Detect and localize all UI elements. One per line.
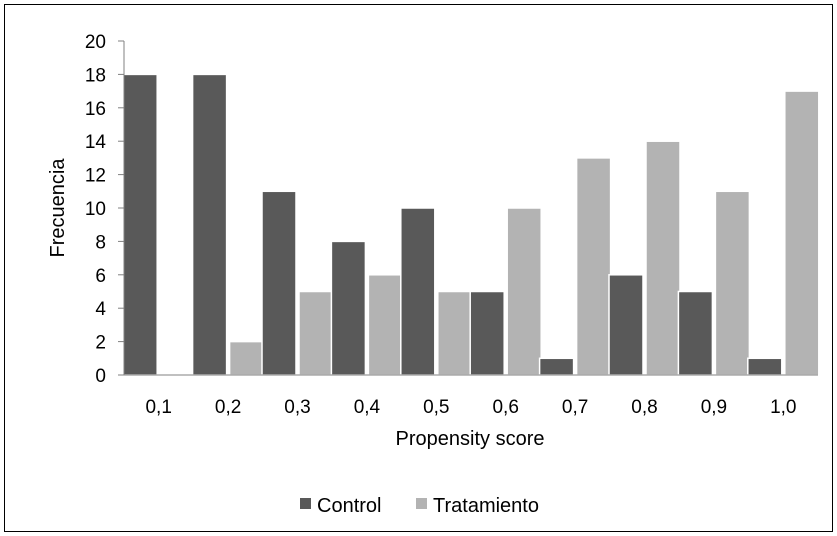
bar-tratamiento-3 (298, 290, 334, 376)
x-tick-label: 0,3 (284, 397, 310, 418)
legend-swatch-control (300, 498, 311, 509)
bar-control-7 (538, 357, 575, 376)
bar-tratamiento-6 (506, 207, 542, 376)
tick-labels-group: 0 2 4 6 8 10 12 14 16 18 20 0,1 0,2 0,3 0,4 0,5 0,6 0,7 0,… (85, 32, 797, 418)
y-tick-label: 20 (85, 32, 106, 53)
bar-tratamiento-7 (575, 157, 612, 376)
bar-tratamiento-10 (784, 90, 820, 376)
x-axis-title: Propensity score (396, 428, 545, 450)
x-tick-label: 0,4 (354, 397, 381, 418)
bar-tratamiento-2 (228, 340, 265, 376)
bar-control-3 (261, 190, 297, 376)
y-tick-label: 14 (85, 132, 107, 153)
legend-swatch-tratamiento (416, 498, 427, 509)
bar-control-4 (330, 240, 367, 376)
x-tick-label: 0,2 (215, 397, 241, 418)
bar-tratamiento-8 (645, 140, 681, 376)
y-axis-title: Frecuencia (47, 158, 69, 258)
bars-group (122, 73, 820, 376)
legend: Control Tratamiento (300, 495, 539, 517)
y-tick-label: 2 (95, 333, 106, 354)
x-tick-label: 0,6 (492, 397, 518, 418)
bar-control-8 (608, 274, 644, 376)
x-tick-label: 0,5 (423, 397, 449, 418)
y-tick-label: 16 (85, 99, 106, 120)
bar-control-9 (677, 290, 714, 376)
bar-tratamiento-4 (367, 274, 404, 376)
x-tick-label: 0,7 (562, 397, 588, 418)
bar-control-6 (469, 290, 505, 376)
x-tick-label: 0,1 (145, 397, 171, 418)
y-tick-label: 4 (95, 299, 106, 320)
x-tick-label: 0,9 (701, 397, 727, 418)
bar-control-2 (191, 73, 228, 376)
y-tick-label: 0 (95, 366, 106, 387)
legend-label-tratamiento: Tratamiento (433, 495, 539, 517)
axes-group (118, 40, 818, 376)
y-tick-label: 6 (95, 266, 106, 287)
y-tick-label: 18 (85, 65, 106, 86)
bar-tratamiento-9 (714, 190, 751, 376)
x-tick-label: 1,0 (770, 397, 796, 418)
bar-control-1 (122, 73, 158, 376)
y-tick-label: 10 (85, 199, 106, 220)
bar-tratamiento-5 (437, 290, 473, 376)
x-tick-label: 0,8 (631, 397, 657, 418)
legend-label-control: Control (317, 495, 381, 517)
y-tick-label: 8 (95, 232, 106, 253)
bar-control-5 (400, 207, 436, 376)
bar-control-10 (747, 357, 783, 376)
y-tick-label: 12 (85, 166, 106, 187)
